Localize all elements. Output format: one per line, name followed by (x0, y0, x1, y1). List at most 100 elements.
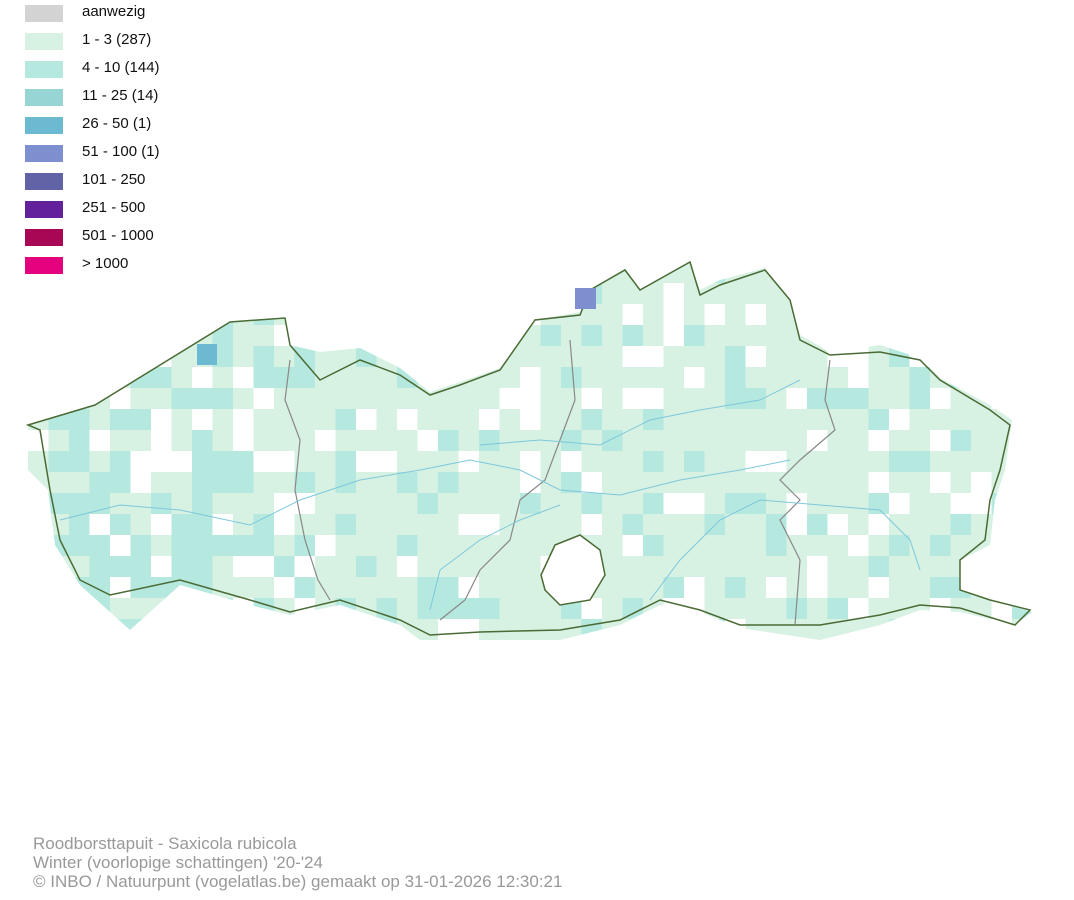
grid-cell (110, 472, 131, 493)
grid-cell (151, 304, 172, 325)
grid-cell (807, 472, 828, 493)
grid-cell (889, 472, 910, 493)
grid-cell (356, 472, 377, 493)
grid-cell (253, 409, 274, 430)
grid-cell (1012, 577, 1032, 598)
grid-cell (540, 325, 561, 346)
grid-cell (356, 535, 377, 556)
grid-cell (561, 325, 582, 346)
grid-cell (233, 262, 254, 283)
grid-cell (130, 472, 151, 493)
grid-cell (889, 535, 910, 556)
grid-cell (663, 577, 684, 598)
grid-cell (766, 577, 787, 598)
grid-cell (356, 283, 377, 304)
grid-cell (909, 451, 930, 472)
grid-cell (233, 514, 254, 535)
grid-cell (786, 619, 807, 640)
grid-cell (561, 619, 582, 640)
grid-cell (643, 556, 664, 577)
grid-cell (581, 514, 602, 535)
grid-cell (622, 367, 643, 388)
grid-cell (1012, 346, 1032, 367)
grid-cell (479, 535, 500, 556)
grid-cell (786, 472, 807, 493)
grid-cell (868, 388, 889, 409)
grid-cell (971, 451, 992, 472)
grid-cell (869, 640, 890, 661)
grid-cell (622, 619, 643, 640)
grid-cell (171, 304, 192, 325)
grid-cell (417, 556, 438, 577)
grid-cell (28, 346, 49, 367)
grid-cell (212, 493, 233, 514)
grid-cell (376, 619, 397, 640)
grid-cell (786, 262, 807, 283)
grid-cell (315, 577, 336, 598)
grid-cell (417, 451, 438, 472)
grid-cell (766, 409, 787, 430)
grid-cell (786, 346, 807, 367)
grid-cell (274, 388, 295, 409)
grid-cell (110, 451, 131, 472)
grid-cell (725, 514, 746, 535)
grid-cell (807, 262, 828, 283)
grid-cell (69, 535, 90, 556)
grid-cell (479, 283, 500, 304)
grid-cell (417, 346, 438, 367)
grid-cell (1033, 409, 1054, 430)
grid-cell (110, 598, 131, 619)
grid-cell (1033, 535, 1054, 556)
grid-cell (950, 619, 971, 640)
grid-cell (438, 283, 459, 304)
grid-cell (766, 346, 787, 367)
grid-cell (541, 640, 562, 661)
grid-cell (930, 409, 951, 430)
grid-cell (663, 619, 684, 640)
grid-cell (130, 283, 151, 304)
grid-cell (69, 598, 90, 619)
grid-cell (684, 577, 705, 598)
grid-cell (151, 514, 172, 535)
grid-cell (540, 493, 561, 514)
grid-cell (397, 514, 418, 535)
grid-cell (786, 409, 807, 430)
grid-cell (48, 472, 69, 493)
grid-cell (930, 346, 951, 367)
grid-cell (602, 304, 623, 325)
grid-cell (376, 346, 397, 367)
grid-cell (89, 325, 110, 346)
grid-cell (868, 304, 889, 325)
grid-cell (171, 367, 192, 388)
grid-cell (581, 493, 602, 514)
grid-cell (274, 304, 295, 325)
legend-swatch (25, 5, 63, 22)
grid-cell (48, 619, 69, 640)
grid-cell (561, 262, 582, 283)
grid-cell (848, 409, 869, 430)
grid-cell (233, 535, 254, 556)
grid-cell (663, 409, 684, 430)
grid-cell (397, 535, 418, 556)
grid-cell (253, 283, 274, 304)
grid-cell (376, 325, 397, 346)
grid-cell (274, 346, 295, 367)
grid-cell (581, 388, 602, 409)
grid-cell (1033, 451, 1054, 472)
grid-cell (130, 388, 151, 409)
grid-cell (294, 262, 315, 283)
grid-cell (930, 619, 951, 640)
region-border (25, 260, 1032, 636)
grid-cell (69, 514, 90, 535)
grid-cell (909, 430, 930, 451)
grid-cell (1012, 556, 1032, 577)
grid-cell (499, 409, 520, 430)
grid-cell (253, 451, 274, 472)
grid-cell (417, 409, 438, 430)
grid-cell (520, 325, 541, 346)
grid-cell (991, 472, 1012, 493)
grid-cell (233, 430, 254, 451)
grid-cell (28, 598, 49, 619)
grid-cell (233, 451, 254, 472)
grid-cell (971, 262, 992, 283)
